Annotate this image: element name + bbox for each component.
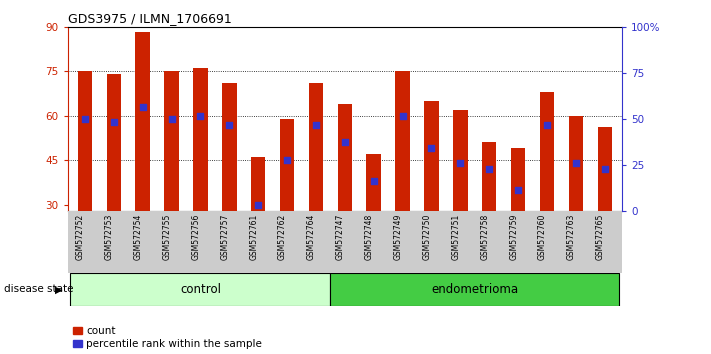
Text: GSM572747: GSM572747 [336, 214, 345, 260]
Text: GSM572756: GSM572756 [191, 214, 201, 260]
Text: GSM572761: GSM572761 [249, 214, 258, 260]
Point [541, 122, 552, 127]
Text: GSM572755: GSM572755 [163, 214, 171, 260]
Text: GSM572749: GSM572749 [394, 214, 402, 260]
Bar [338, 104, 352, 211]
Bar [331, 273, 619, 306]
Bar [222, 83, 237, 211]
Text: endometrioma: endometrioma [432, 283, 518, 296]
Point [570, 160, 582, 166]
Text: control: control [180, 283, 221, 296]
Bar [395, 71, 410, 211]
Point [166, 116, 177, 121]
Bar [453, 110, 468, 211]
Bar [424, 101, 439, 211]
Point [599, 166, 611, 172]
Bar [193, 68, 208, 211]
Bar [164, 71, 178, 211]
Point [282, 157, 293, 163]
Point [339, 139, 351, 145]
Text: GSM572754: GSM572754 [134, 214, 143, 260]
Text: ▶: ▶ [55, 284, 62, 295]
Text: GSM572760: GSM572760 [538, 214, 547, 260]
Point [426, 145, 437, 151]
Text: GSM572748: GSM572748 [365, 214, 374, 260]
Bar [70, 273, 331, 306]
Bar [366, 154, 381, 211]
Text: GSM572759: GSM572759 [509, 214, 518, 260]
Point [483, 166, 495, 172]
Text: disease state: disease state [4, 284, 73, 295]
Point [252, 202, 264, 207]
Text: GSM572750: GSM572750 [422, 214, 432, 260]
Bar [597, 127, 612, 211]
Point [108, 119, 119, 124]
Text: GSM572765: GSM572765 [596, 214, 605, 260]
Point [513, 187, 524, 193]
Text: GSM572753: GSM572753 [105, 214, 114, 260]
Bar [135, 33, 150, 211]
Bar [482, 142, 496, 211]
Point [137, 104, 149, 109]
Point [455, 160, 466, 166]
Bar [511, 148, 525, 211]
Point [368, 178, 380, 184]
Point [223, 122, 235, 127]
Point [310, 122, 321, 127]
Text: GDS3975 / ILMN_1706691: GDS3975 / ILMN_1706691 [68, 12, 231, 25]
Text: GSM572763: GSM572763 [567, 214, 576, 260]
Text: GSM572758: GSM572758 [480, 214, 489, 260]
Bar [280, 119, 294, 211]
Bar [540, 92, 555, 211]
Bar [569, 116, 583, 211]
Point [397, 113, 408, 119]
Bar [251, 157, 265, 211]
Point [195, 113, 206, 119]
Bar [309, 83, 324, 211]
Point [79, 116, 90, 121]
Text: GSM572757: GSM572757 [220, 214, 229, 260]
Bar [107, 74, 121, 211]
Text: GSM572752: GSM572752 [76, 214, 85, 260]
Bar [77, 71, 92, 211]
Text: GSM572762: GSM572762 [278, 214, 287, 260]
Legend: count, percentile rank within the sample: count, percentile rank within the sample [73, 326, 262, 349]
Text: GSM572751: GSM572751 [451, 214, 461, 260]
Text: GSM572764: GSM572764 [307, 214, 316, 260]
